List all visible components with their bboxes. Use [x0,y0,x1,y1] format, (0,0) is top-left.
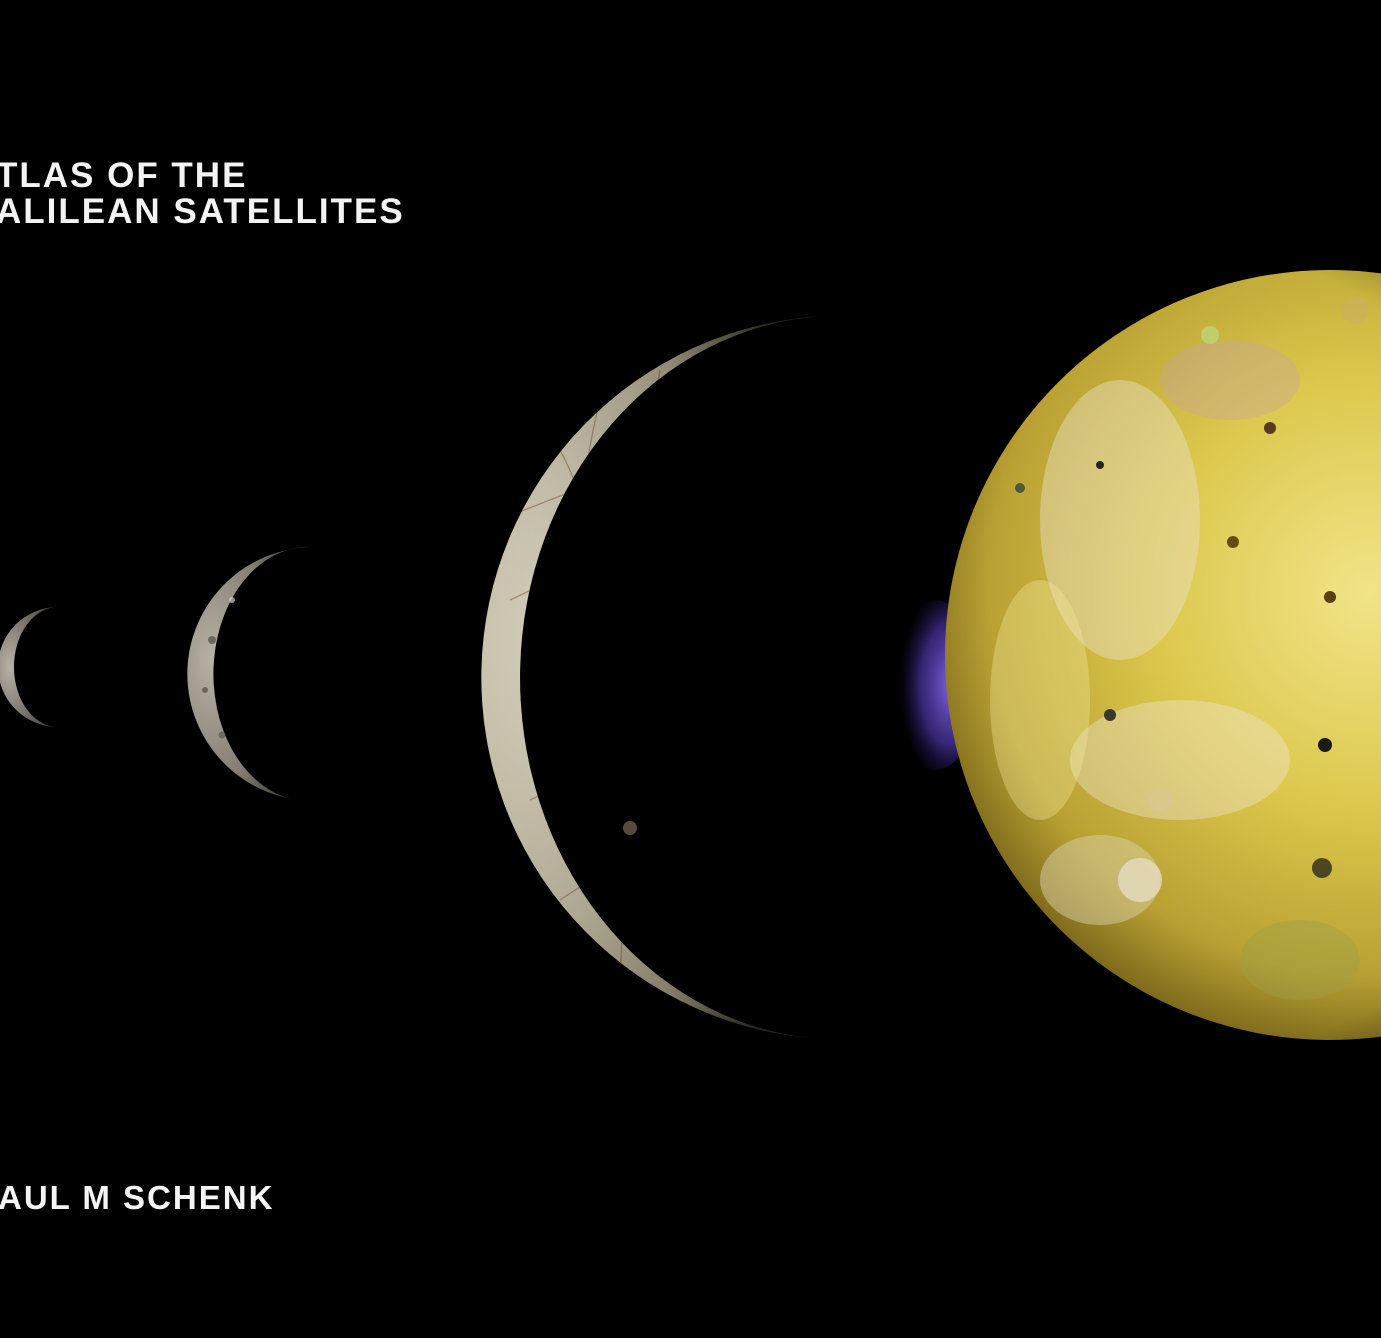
europa-crescent [481,316,825,1038]
io-moon [945,270,1381,1040]
callisto-crescent [0,607,58,727]
title-line-1: TLAS OF THE [0,156,248,195]
book-title: TLAS OF THE ALILEAN SATELLITES [0,158,405,230]
author-name: AUL M SCHENK [0,1179,275,1216]
title-line-2: ALILEAN SATELLITES [0,192,405,231]
ganymede-crescent [187,546,312,799]
